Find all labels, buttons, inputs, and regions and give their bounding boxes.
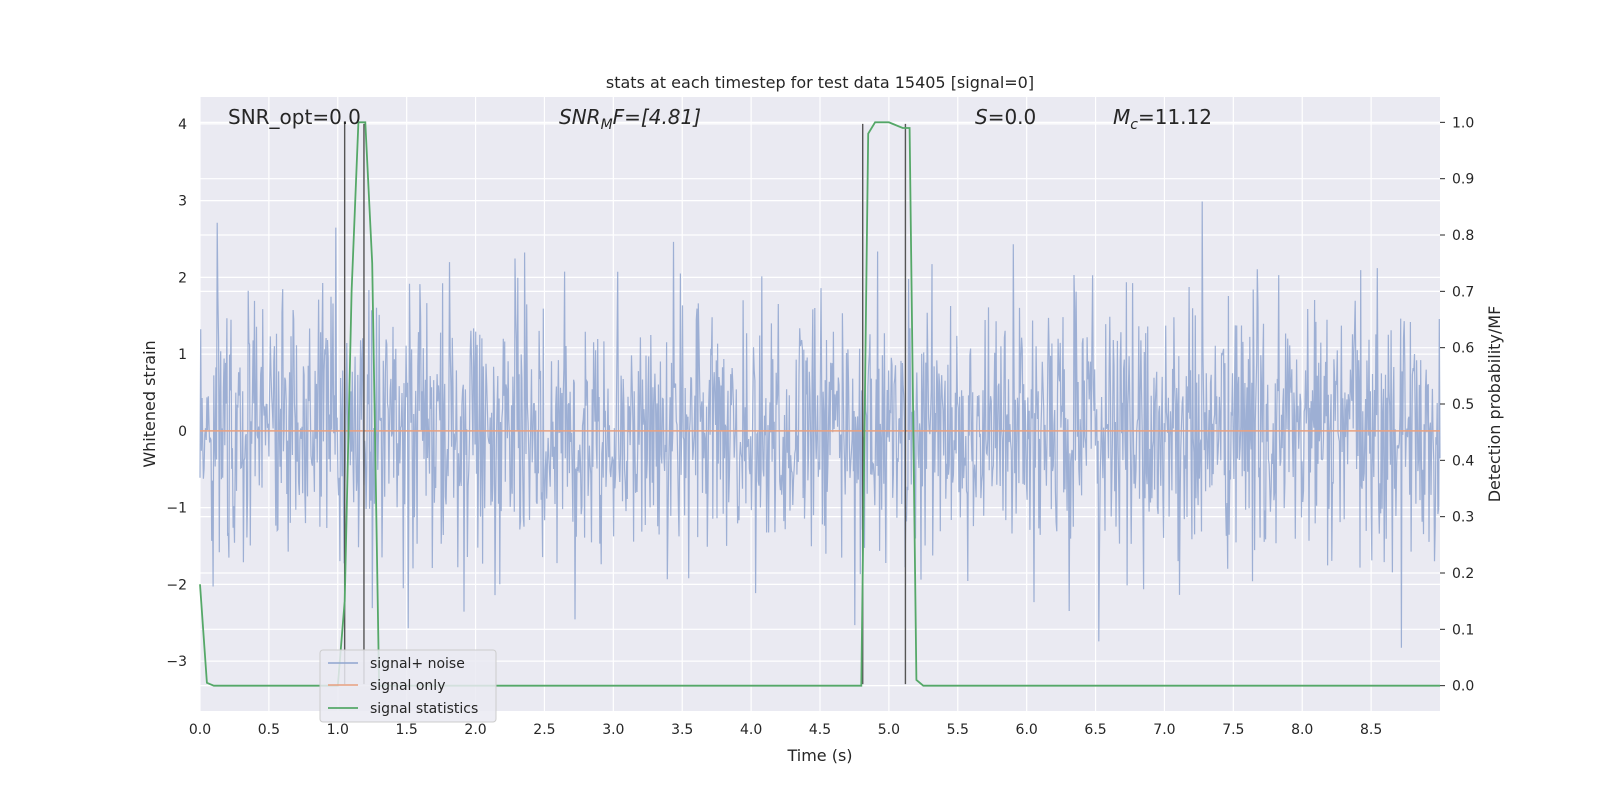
y-right-tick-label: 1.0 [1452,115,1474,131]
y-left-tick-label: 0 [178,424,187,440]
y-right-tick-label: 0.3 [1452,510,1474,526]
x-tick-label: 6.0 [1016,722,1038,738]
x-tick-label: 7.0 [1153,722,1175,738]
signal-noise-line [199,201,1441,648]
x-tick-label: 1.0 [327,722,349,738]
annotation-snr-mf-main: SNR [559,105,601,129]
annotation-s: S=0.0 [975,105,1036,129]
x-tick-label: 4.5 [809,722,831,738]
y-left-tick-label: −2 [166,577,187,593]
y-left-tick-label: 1 [178,347,187,363]
annotation-mc-sub: c [1130,117,1138,133]
annotation-snr-mf: SNRMF=[4.81] [559,105,701,133]
legend-label-signal-statistics: signal statistics [370,701,478,717]
x-tick-label: 3.0 [602,722,624,738]
y-left-tick-label: 2 [178,270,187,286]
y-right-tick-labels: 1.0 0.9 0.8 0.7 0.6 0.5 0.4 0.3 0.2 0.1 0.0 [1440,115,1474,695]
y-right-tick-label: 0.5 [1452,397,1474,413]
annotation-mc-main: M [1113,105,1130,129]
x-tick-label: 3.5 [671,722,693,738]
annotation-snr-opt: SNR_opt=0.0 [228,105,361,129]
y-right-tick-label: 0.2 [1452,566,1474,582]
signal-noise-series [199,201,1441,648]
legend-label-signal-only: signal only [370,678,445,694]
y-left-axis-label: Whitened strain [140,340,159,467]
x-tick-label: 2.0 [464,722,486,738]
y-left-tick-labels: 4 3 2 1 0 −1 −2 −3 [166,117,187,670]
x-tick-label: 5.5 [947,722,969,738]
x-tick-label: 4.0 [740,722,762,738]
legend-label-signal-noise: signal+ noise [370,656,465,672]
x-axis-label: Time (s) [786,746,852,765]
annotation-mc-rest: =11.12 [1138,105,1212,129]
y-right-tick-label: 0.9 [1452,172,1474,188]
y-right-tick-label: 0.8 [1452,228,1474,244]
chart-title: stats at each timestep for test data 154… [606,73,1034,92]
x-tick-label: 6.5 [1084,722,1106,738]
x-tick-label: 0.0 [189,722,211,738]
y-right-tick-label: 0.1 [1452,622,1474,638]
y-left-tick-label: −1 [166,501,187,517]
y-right-tick-label: 0.0 [1452,679,1474,695]
x-tick-label: 2.5 [533,722,555,738]
legend-box [319,649,497,723]
annotation-s-rest: =0.0 [988,105,1037,129]
x-tick-label: 8.0 [1291,722,1313,738]
annotation-s-main: S [975,105,988,129]
annotation-snr-mf-sub: M [601,117,613,133]
x-tick-labels: 0.0 0.5 1.0 1.5 2.0 2.5 3.0 3.5 4.0 4.5 5.0 5.5 6.0 6… [189,722,1382,738]
annotation-snr-mf-rest: F=[4.81] [613,105,701,129]
y-left-tick-label: 4 [178,117,187,133]
legend: signal+ noise signal only signal statist… [319,649,497,723]
y-right-tick-label: 0.7 [1452,284,1474,300]
annotation-mc: Mc=11.12 [1113,105,1212,133]
x-tick-label: 8.5 [1360,722,1382,738]
y-right-tick-label: 0.6 [1452,341,1474,357]
y-left-tick-label: −3 [166,654,187,670]
y-left-tick-label: 3 [178,194,187,210]
y-right-axis-label: Detection probability/MF [1485,306,1504,503]
x-tick-label: 7.5 [1222,722,1244,738]
x-tick-label: 1.5 [396,722,418,738]
y-right-tick-label: 0.4 [1452,453,1474,469]
x-tick-label: 0.5 [258,722,280,738]
x-tick-label: 5.0 [878,722,900,738]
